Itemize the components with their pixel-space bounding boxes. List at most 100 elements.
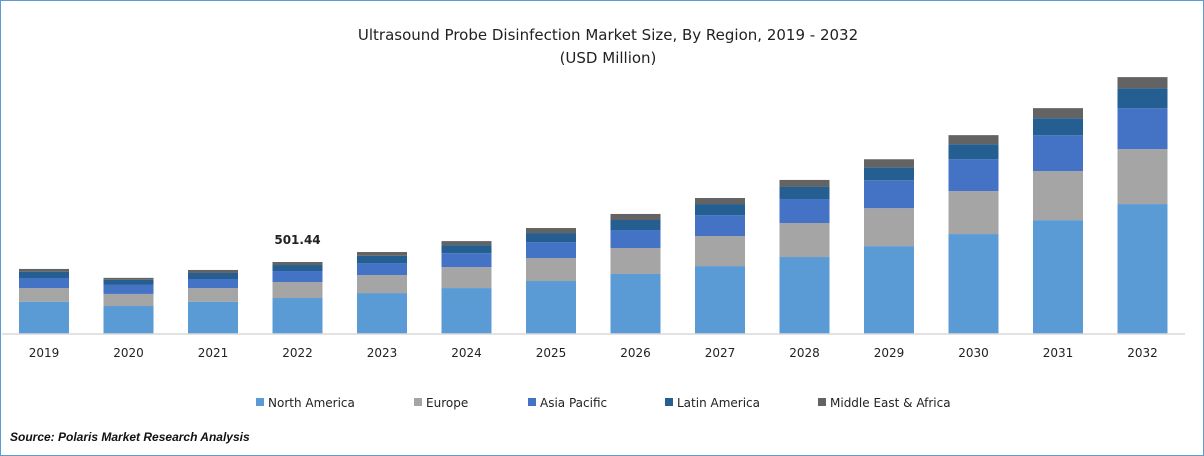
bar-segment-north-america-2032	[1117, 204, 1168, 334]
x-tick-label-2032: 2032	[1127, 346, 1158, 360]
bar-segment-latin-america-2030	[948, 144, 999, 160]
bar-segment-asia-pacific-2024	[441, 253, 492, 268]
legend-item-asia-pacific: Asia Pacific	[528, 396, 607, 410]
bar-segment-latin-america-2026	[610, 219, 661, 231]
legend-item-north-america: North America	[256, 396, 355, 410]
bar-segment-latin-america-2019	[19, 271, 69, 279]
bar-segment-europe-2026	[610, 247, 661, 274]
bar-segment-latin-america-2024	[441, 245, 492, 254]
bar-segment-north-america-2026	[610, 273, 661, 334]
bar-segment-europe-2022	[272, 282, 323, 299]
bar-segment-asia-pacific-2023	[357, 263, 407, 276]
legend-swatch	[528, 398, 536, 406]
bar-segment-latin-america-2022	[272, 265, 323, 272]
bar-segment-middle-east-africa-2025	[526, 228, 576, 234]
bar-segment-europe-2021	[188, 288, 238, 302]
x-tick-label-2029: 2029	[874, 346, 905, 360]
bar-segment-europe-2019	[19, 288, 69, 302]
bar-segment-middle-east-africa-2020	[103, 277, 154, 280]
bar-segment-europe-2024	[441, 267, 492, 289]
legend-label: Asia Pacific	[540, 396, 607, 410]
x-tick-label-2026: 2026	[620, 346, 651, 360]
bar-segment-north-america-2024	[441, 288, 492, 334]
source-note: Source: Polaris Market Research Analysis	[10, 430, 250, 444]
bar-segment-north-america-2027	[695, 266, 745, 334]
bar-segment-europe-2028	[779, 223, 830, 258]
bar-segment-north-america-2021	[188, 301, 238, 334]
bar-segment-north-america-2020	[103, 306, 154, 334]
bar-segment-north-america-2029	[864, 246, 914, 334]
legend-item-europe: Europe	[414, 396, 468, 410]
bar-segment-europe-2023	[357, 275, 407, 294]
bar-segment-middle-east-africa-2028	[779, 179, 830, 187]
bar-segment-asia-pacific-2031	[1033, 135, 1083, 172]
bar-segment-asia-pacific-2019	[19, 278, 69, 289]
bar-segment-north-america-2025	[526, 281, 576, 334]
bar-segment-latin-america-2031	[1033, 118, 1083, 136]
bar-segment-north-america-2023	[357, 293, 407, 334]
bar-segment-asia-pacific-2026	[610, 230, 661, 248]
bar-segment-middle-east-africa-2019	[19, 268, 69, 272]
bar-segment-europe-2029	[864, 208, 914, 247]
bar-segment-north-america-2022	[272, 298, 323, 334]
x-tick-label-2019: 2019	[29, 346, 60, 360]
bar-segment-middle-east-africa-2022	[272, 262, 323, 266]
bar-segment-asia-pacific-2021	[188, 279, 238, 289]
bar-segment-latin-america-2020	[103, 279, 154, 285]
x-tick-label-2030: 2030	[958, 346, 989, 360]
legend-swatch	[818, 398, 826, 406]
data-label-2022: 501.44	[274, 233, 320, 247]
bar-segment-latin-america-2028	[779, 186, 830, 200]
bar-segment-middle-east-africa-2023	[357, 252, 407, 256]
legend-label: Middle East & Africa	[830, 396, 951, 410]
bar-segment-latin-america-2027	[695, 204, 745, 216]
x-tick-label-2028: 2028	[789, 346, 820, 360]
x-tick-label-2031: 2031	[1043, 346, 1074, 360]
bar-segment-latin-america-2025	[526, 233, 576, 243]
bar-segment-north-america-2019	[19, 301, 69, 334]
bar-segment-europe-2032	[1117, 149, 1168, 205]
legend-label: North America	[268, 396, 355, 410]
bar-segment-latin-america-2029	[864, 167, 914, 181]
bar-segment-asia-pacific-2020	[103, 284, 154, 294]
bar-segment-middle-east-africa-2027	[695, 198, 745, 205]
legend-item-middle-east-africa: Middle East & Africa	[818, 396, 951, 410]
bar-segment-europe-2027	[695, 236, 745, 267]
bar-segment-europe-2030	[948, 191, 999, 235]
bar-segment-asia-pacific-2027	[695, 215, 745, 237]
bar-segment-north-america-2028	[779, 257, 830, 334]
bar-segment-middle-east-africa-2024	[441, 241, 492, 246]
bar-segment-latin-america-2032	[1117, 88, 1168, 109]
legend-item-latin-america: Latin America	[665, 396, 760, 410]
bar-segment-middle-east-africa-2029	[864, 159, 914, 168]
bar-segment-europe-2031	[1033, 171, 1083, 221]
legend-swatch	[256, 398, 264, 406]
bar-segment-asia-pacific-2025	[526, 242, 576, 259]
bar-segment-middle-east-africa-2026	[610, 213, 661, 220]
bar-segment-middle-east-africa-2030	[948, 135, 999, 145]
bar-segment-asia-pacific-2029	[864, 180, 914, 209]
bar-segment-asia-pacific-2028	[779, 199, 830, 224]
x-tick-label-2025: 2025	[536, 346, 567, 360]
x-tick-label-2020: 2020	[113, 346, 144, 360]
x-tick-label-2024: 2024	[451, 346, 482, 360]
x-tick-label-2022: 2022	[282, 346, 313, 360]
bar-segment-asia-pacific-2030	[948, 159, 999, 192]
chart-subtitle: (USD Million)	[560, 49, 657, 67]
bar-segment-europe-2020	[103, 293, 154, 307]
bar-segment-north-america-2031	[1033, 220, 1083, 334]
bar-segment-middle-east-africa-2032	[1117, 77, 1168, 89]
bar-segment-asia-pacific-2032	[1117, 108, 1168, 150]
bar-segment-asia-pacific-2022	[272, 271, 323, 283]
legend-label: Latin America	[677, 396, 760, 410]
bar-segment-middle-east-africa-2031	[1033, 108, 1083, 119]
bar-segment-latin-america-2021	[188, 272, 238, 280]
bar-segment-north-america-2030	[948, 234, 999, 334]
legend-swatch	[414, 398, 422, 406]
x-tick-label-2021: 2021	[198, 346, 229, 360]
legend-swatch	[665, 398, 673, 406]
chart-title: Ultrasound Probe Disinfection Market Siz…	[358, 26, 858, 44]
bar-segment-europe-2025	[526, 258, 576, 282]
legend-label: Europe	[426, 396, 468, 410]
